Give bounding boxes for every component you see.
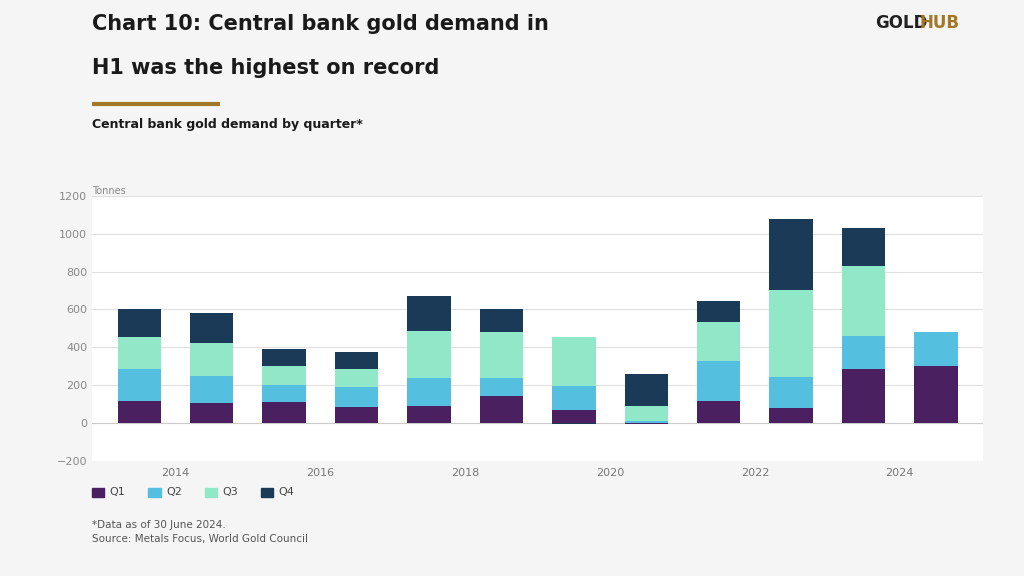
Text: GOLD: GOLD bbox=[876, 14, 928, 32]
Bar bbox=[914, 366, 957, 423]
Bar bbox=[118, 309, 161, 337]
Bar bbox=[408, 296, 451, 331]
Text: Q3: Q3 bbox=[222, 487, 238, 498]
Bar bbox=[625, 421, 668, 423]
Bar bbox=[769, 377, 813, 408]
Text: Q1: Q1 bbox=[110, 487, 125, 498]
Text: H1 was the highest on record: H1 was the highest on record bbox=[92, 58, 439, 78]
Bar bbox=[625, 374, 668, 406]
Bar bbox=[552, 423, 596, 424]
Text: Q2: Q2 bbox=[166, 487, 182, 498]
Bar bbox=[118, 369, 161, 401]
Bar bbox=[189, 376, 233, 403]
Text: HUB: HUB bbox=[920, 14, 959, 32]
Bar bbox=[335, 369, 378, 387]
Bar bbox=[769, 290, 813, 377]
Text: Tonnes: Tonnes bbox=[92, 186, 126, 196]
Bar bbox=[118, 401, 161, 423]
Bar bbox=[769, 408, 813, 423]
Bar bbox=[479, 309, 523, 332]
Text: Central bank gold demand by quarter*: Central bank gold demand by quarter* bbox=[92, 118, 364, 131]
Bar bbox=[408, 377, 451, 406]
Bar bbox=[625, 423, 668, 424]
Bar bbox=[335, 352, 378, 369]
Bar bbox=[697, 321, 740, 362]
Text: Q4: Q4 bbox=[279, 487, 295, 498]
Bar bbox=[769, 219, 813, 290]
Bar bbox=[408, 331, 451, 377]
Bar bbox=[697, 401, 740, 423]
Text: *Data as of 30 June 2024.
Source: Metals Focus, World Gold Council: *Data as of 30 June 2024. Source: Metals… bbox=[92, 520, 308, 544]
Bar bbox=[842, 228, 886, 266]
Bar bbox=[479, 332, 523, 377]
Bar bbox=[408, 406, 451, 423]
Bar bbox=[697, 362, 740, 401]
Bar bbox=[625, 406, 668, 421]
Bar bbox=[479, 377, 523, 396]
Bar bbox=[335, 407, 378, 423]
Bar bbox=[189, 403, 233, 423]
Bar bbox=[842, 336, 886, 369]
Bar bbox=[552, 337, 596, 386]
Bar bbox=[552, 410, 596, 423]
Bar bbox=[262, 349, 306, 366]
Bar bbox=[262, 385, 306, 402]
Bar bbox=[479, 396, 523, 423]
Bar bbox=[262, 402, 306, 423]
Bar bbox=[189, 343, 233, 376]
Bar bbox=[697, 301, 740, 321]
Bar bbox=[842, 369, 886, 423]
Text: Chart 10: Central bank gold demand in: Chart 10: Central bank gold demand in bbox=[92, 14, 549, 35]
Bar bbox=[189, 313, 233, 343]
Bar bbox=[118, 337, 161, 369]
Bar bbox=[914, 332, 957, 366]
Bar bbox=[335, 387, 378, 407]
Bar bbox=[842, 266, 886, 336]
Bar bbox=[262, 366, 306, 385]
Bar bbox=[552, 386, 596, 410]
